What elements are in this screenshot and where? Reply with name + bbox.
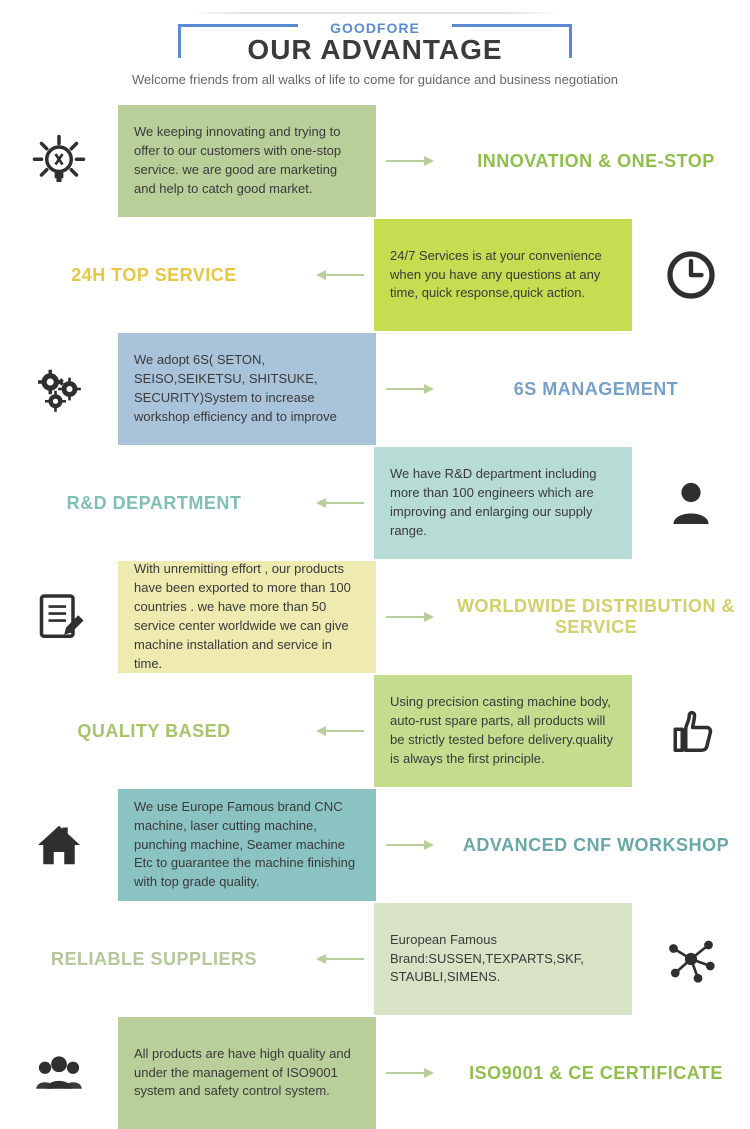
advantage-text: All products are have high quality and u… bbox=[134, 1045, 360, 1102]
advantage-title: INNOVATION & ONE-STOP bbox=[477, 151, 715, 172]
advantage-title: 6S MANAGEMENT bbox=[514, 379, 679, 400]
advantage-text-card: All products are have high quality and u… bbox=[118, 1017, 376, 1129]
advantage-title-cell: ADVANCED CNF WORKSHOP bbox=[442, 789, 750, 901]
advantage-title-cell: 24H TOP SERVICE bbox=[0, 219, 308, 331]
arrow-icon bbox=[308, 675, 374, 787]
arrow-icon bbox=[376, 105, 442, 217]
lightbulb-icon bbox=[0, 105, 118, 217]
people-icon bbox=[0, 1017, 118, 1129]
advantage-text-card: We use Europe Famous brand CNC machine, … bbox=[118, 789, 376, 901]
header-rule bbox=[190, 12, 560, 14]
advantage-title-cell: 6S MANAGEMENT bbox=[442, 333, 750, 445]
bracket-left bbox=[178, 24, 298, 58]
advantage-text: We adopt 6S( SETON, SEISO,SEIKETSU, SHIT… bbox=[134, 351, 360, 426]
advantage-text: Using precision casting machine body, au… bbox=[390, 693, 616, 768]
advantage-text-card: 24/7 Services is at your convenience whe… bbox=[374, 219, 632, 331]
advantage-row: We keeping innovating and trying to offe… bbox=[0, 105, 750, 217]
advantage-text: European Famous Brand:SUSSEN,TEXPARTS,SK… bbox=[390, 931, 616, 988]
advantage-title: RELIABLE SUPPLIERS bbox=[51, 949, 257, 970]
advantage-title: ADVANCED CNF WORKSHOP bbox=[463, 835, 729, 856]
advantage-title-cell: WORLDWIDE DISTRIBUTION & SERVICE bbox=[442, 561, 750, 673]
arrow-icon bbox=[308, 903, 374, 1015]
page-subtitle: Welcome friends from all walks of life t… bbox=[0, 72, 750, 87]
gears-icon bbox=[0, 333, 118, 445]
advantage-row: We have R&D department including more th… bbox=[0, 447, 750, 559]
advantage-text-card: We keeping innovating and trying to offe… bbox=[118, 105, 376, 217]
advantage-row: We adopt 6S( SETON, SEISO,SEIKETSU, SHIT… bbox=[0, 333, 750, 445]
document-icon bbox=[0, 561, 118, 673]
arrow-icon bbox=[308, 447, 374, 559]
advantage-text: We have R&D department including more th… bbox=[390, 465, 616, 540]
advantage-title-cell: QUALITY BASED bbox=[0, 675, 308, 787]
advantage-title: ISO9001 & CE CERTIFICATE bbox=[469, 1063, 723, 1084]
advantage-row: European Famous Brand:SUSSEN,TEXPARTS,SK… bbox=[0, 903, 750, 1015]
advantage-title-cell: INNOVATION & ONE-STOP bbox=[442, 105, 750, 217]
header: GOODFORE OUR ADVANTAGE Welcome friends f… bbox=[0, 0, 750, 87]
arrow-icon bbox=[376, 789, 442, 901]
advantage-text-card: Using precision casting machine body, au… bbox=[374, 675, 632, 787]
advantage-text-card: We adopt 6S( SETON, SEISO,SEIKETSU, SHIT… bbox=[118, 333, 376, 445]
advantage-rows: We keeping innovating and trying to offe… bbox=[0, 105, 750, 1129]
thumbsup-icon bbox=[632, 675, 750, 787]
page-title: OUR ADVANTAGE bbox=[0, 34, 750, 66]
advantage-title: QUALITY BASED bbox=[77, 721, 230, 742]
advantage-title-cell: RELIABLE SUPPLIERS bbox=[0, 903, 308, 1015]
arrow-icon bbox=[376, 333, 442, 445]
advantage-title-cell: R&D DEPARTMENT bbox=[0, 447, 308, 559]
advantage-text-card: With unremitting effort , our products h… bbox=[118, 561, 376, 673]
advantage-text-card: We have R&D department including more th… bbox=[374, 447, 632, 559]
clock-icon bbox=[632, 219, 750, 331]
network-icon bbox=[632, 903, 750, 1015]
advantage-row: 24/7 Services is at your convenience whe… bbox=[0, 219, 750, 331]
advantage-text-card: European Famous Brand:SUSSEN,TEXPARTS,SK… bbox=[374, 903, 632, 1015]
advantage-text: 24/7 Services is at your convenience whe… bbox=[390, 247, 616, 304]
arrow-icon bbox=[376, 1017, 442, 1129]
advantage-row: Using precision casting machine body, au… bbox=[0, 675, 750, 787]
arrow-icon bbox=[376, 561, 442, 673]
advantage-title: 24H TOP SERVICE bbox=[71, 265, 237, 286]
advantage-title: R&D DEPARTMENT bbox=[67, 493, 242, 514]
advantage-text: We keeping innovating and trying to offe… bbox=[134, 123, 360, 198]
advantage-text: We use Europe Famous brand CNC machine, … bbox=[134, 798, 360, 892]
advantage-title: WORLDWIDE DISTRIBUTION & SERVICE bbox=[454, 596, 738, 637]
advantage-text: With unremitting effort , our products h… bbox=[134, 560, 360, 673]
person-icon bbox=[632, 447, 750, 559]
arrow-icon bbox=[308, 219, 374, 331]
bracket-right bbox=[452, 24, 572, 58]
advantage-row: All products are have high quality and u… bbox=[0, 1017, 750, 1129]
advantage-row: We use Europe Famous brand CNC machine, … bbox=[0, 789, 750, 901]
advantage-title-cell: ISO9001 & CE CERTIFICATE bbox=[442, 1017, 750, 1129]
home-icon bbox=[0, 789, 118, 901]
advantage-row: With unremitting effort , our products h… bbox=[0, 561, 750, 673]
